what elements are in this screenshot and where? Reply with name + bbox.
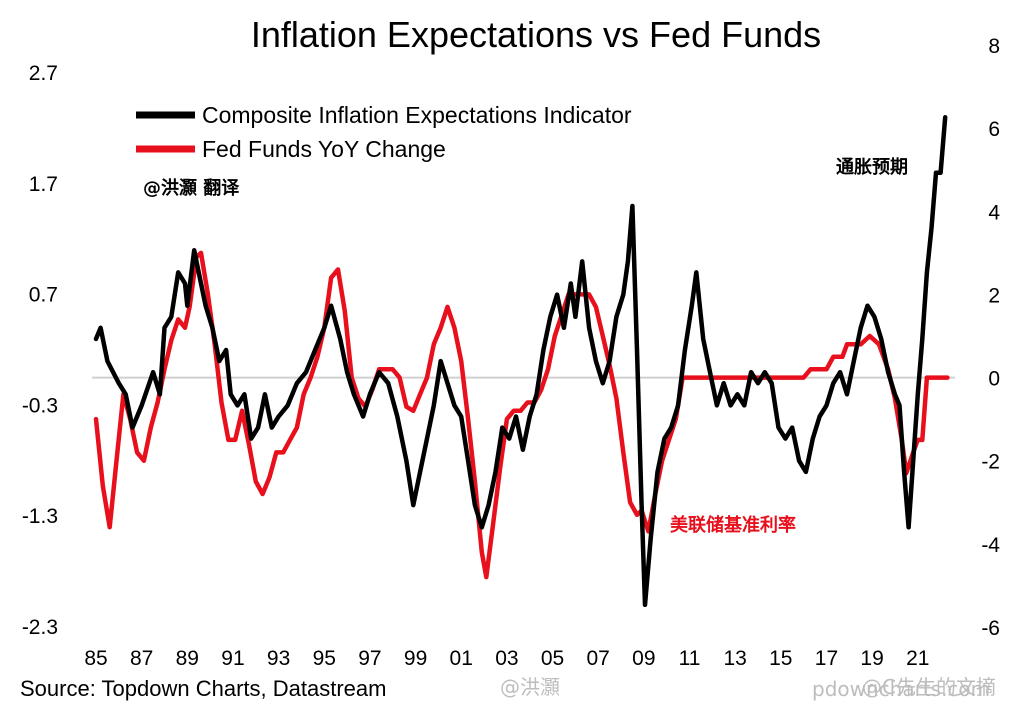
right-tick-label: 2 [988,284,1000,307]
right-tick-label: -4 [981,534,1000,557]
annotation-inflation-expectations: 通胀预期 [836,157,908,178]
x-tick-label: 07 [587,647,610,670]
legend-label-fedfunds: Fed Funds YoY Change [202,136,446,162]
x-tick-label: 05 [541,647,564,670]
left-tick-label: -0.3 [22,394,58,417]
right-tick-label: 0 [988,368,1000,391]
left-tick-label: 1.7 [29,173,58,196]
right-tick-label: 8 [988,35,1000,58]
watermark-3: pdowncharts.com [812,677,990,701]
x-tick-label: 17 [815,647,838,670]
x-tick-label: 91 [221,647,244,670]
right-tick-label: 4 [988,201,1000,224]
chart-title: Inflation Expectations vs Fed Funds [251,14,821,55]
x-tick-label: 95 [313,647,336,670]
x-tick-label: 93 [267,647,290,670]
x-tick-label: 85 [84,647,107,670]
x-tick-label: 13 [723,647,746,670]
watermark-1: @洪灝 [500,675,560,699]
right-axis-ticks: 8 6 4 2 0 -2 -4 -6 [981,35,1000,640]
x-tick-label: 89 [176,647,199,670]
source-note: Source: Topdown Charts, Datastream [20,676,386,701]
right-tick-label: -2 [981,451,1000,474]
left-tick-label: 0.7 [29,284,58,307]
right-tick-label: -6 [981,617,1000,640]
watermark-2: @C先生的文摘 [862,675,996,699]
left-tick-label: -1.3 [22,505,58,528]
x-tick-label: 21 [906,647,929,670]
x-tick-label: 19 [860,647,883,670]
x-tick-label: 87 [130,647,153,670]
x-tick-label: 99 [404,647,427,670]
x-tick-label: 09 [632,647,655,670]
x-tick-label: 01 [450,647,473,670]
right-tick-label: 6 [988,118,1000,141]
x-axis-ticks: 85 87 89 91 93 95 97 99 01 03 05 07 09 11 13 15 17 19 21 [84,647,929,670]
x-tick-label: 11 [679,647,701,670]
annotation-translator: @洪灝 翻译 [143,177,240,199]
x-tick-label: 97 [358,647,381,670]
annotation-fed-funds-rate: 美联储基准利率 [670,514,796,536]
left-tick-label: 2.7 [29,62,58,85]
x-tick-label: 03 [495,647,518,670]
series-line-composite-inflation-expectations [93,115,948,608]
x-tick-label: 15 [769,647,792,670]
left-tick-label: -2.3 [22,616,58,639]
legend: Composite Inflation Expectations Indicat… [136,102,632,162]
legend-label-composite: Composite Inflation Expectations Indicat… [202,102,632,128]
left-axis-ticks: 2.7 1.7 0.7 -0.3 -1.3 -2.3 [22,62,58,639]
series-layer [93,115,950,608]
